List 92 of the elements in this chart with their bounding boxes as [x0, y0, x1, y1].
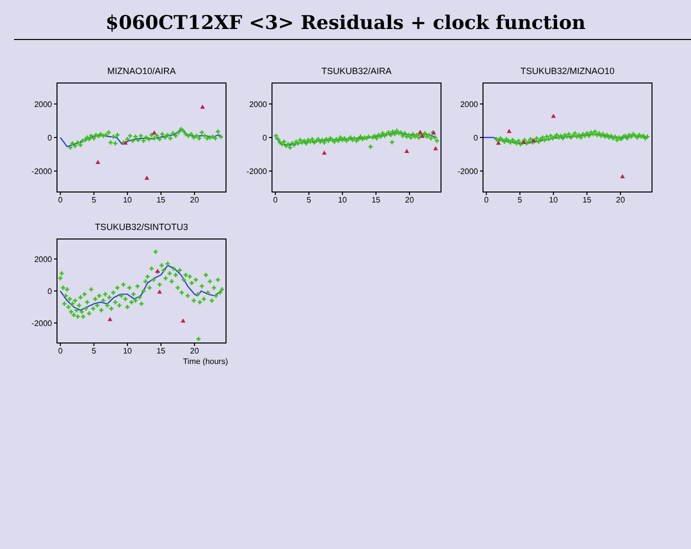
point — [125, 137, 130, 142]
x-axis-title: Time (hours) — [182, 357, 228, 366]
point — [144, 176, 150, 180]
point — [128, 134, 132, 138]
x-tick-label: 20 — [405, 196, 414, 205]
point — [96, 160, 100, 164]
point — [200, 130, 204, 135]
point — [174, 134, 178, 138]
text: $060CT12XF <3> Residuals + clock function — [104, 12, 587, 34]
point — [170, 131, 176, 136]
point — [138, 134, 143, 138]
point — [115, 132, 120, 138]
point — [166, 132, 170, 138]
x-tick-label: 20 — [190, 196, 200, 205]
point — [154, 134, 160, 138]
x-tick-label: 15 — [582, 196, 592, 205]
y-tick-label: -2000 — [246, 166, 268, 176]
point — [202, 134, 207, 138]
y-tick-label: -2000 — [32, 166, 53, 176]
x-tick-label: 0 — [58, 346, 64, 356]
point — [70, 141, 75, 146]
x-tick-label: 10 — [338, 196, 348, 205]
y-tick-label: 2000 — [34, 254, 53, 264]
point — [111, 134, 116, 139]
point — [194, 134, 199, 138]
point — [322, 150, 327, 155]
x-tick-label: 5 — [306, 196, 312, 205]
point — [76, 140, 80, 145]
point — [157, 137, 162, 142]
point — [192, 135, 196, 140]
x-tick-label: 5 — [92, 196, 97, 205]
point — [184, 132, 188, 136]
point — [89, 134, 94, 138]
point — [168, 136, 172, 140]
point — [152, 130, 157, 135]
point — [108, 317, 112, 322]
point — [213, 136, 218, 140]
y-tick-label: 2000 — [460, 100, 479, 109]
point — [197, 136, 202, 140]
point — [133, 134, 138, 139]
point — [106, 130, 111, 135]
x-tick-label: 15 — [156, 196, 166, 205]
point — [200, 104, 205, 109]
x-tick-label: 20 — [190, 346, 200, 356]
x-tick-label: 15 — [371, 196, 381, 205]
point — [98, 132, 103, 136]
point — [146, 137, 151, 142]
chart-title: TSUKUB32/AIRA — [320, 66, 393, 76]
x-tick-label: 10 — [122, 196, 132, 205]
point — [130, 138, 135, 143]
y-tick-label: -2000 — [32, 318, 53, 328]
y-tick-label: 0 — [474, 133, 479, 142]
point — [108, 140, 113, 145]
y-tick-label: 0 — [48, 286, 53, 296]
point — [418, 130, 423, 134]
point — [113, 141, 118, 146]
chart-title: MIZNAO10/AIRA — [106, 66, 177, 76]
point — [210, 134, 215, 139]
point — [92, 136, 96, 140]
point — [189, 132, 194, 136]
y-tick-label: 2000 — [249, 100, 268, 109]
point — [506, 128, 512, 134]
x-tick-label: 5 — [518, 196, 523, 205]
x-tick-label: 15 — [156, 346, 166, 356]
y-tick-label: 0 — [262, 133, 268, 142]
point — [141, 138, 146, 143]
point — [136, 138, 140, 142]
x-tick-label: 0 — [484, 196, 490, 205]
y-tick-label: 2000 — [34, 100, 53, 109]
point — [433, 146, 438, 150]
point — [68, 145, 73, 150]
point — [218, 134, 223, 139]
x-tick-label: 10 — [548, 196, 558, 205]
x-tick-label: 0 — [273, 196, 278, 205]
point — [152, 136, 156, 140]
point — [620, 174, 625, 178]
x-tick-label: 0 — [58, 196, 64, 205]
x-tick-label: 20 — [616, 196, 626, 205]
point — [551, 114, 556, 118]
point — [180, 318, 186, 323]
point — [216, 130, 220, 134]
point — [186, 134, 191, 138]
chart-title: TSUKUB32/SINTOTU3 — [94, 222, 190, 232]
point — [157, 290, 162, 294]
point — [72, 144, 78, 148]
y-tick-label: -2000 — [458, 166, 479, 176]
point — [160, 132, 164, 136]
x-tick-label: 10 — [122, 346, 132, 356]
chart-title: TSUKUB32/MIZNAO10 — [519, 66, 616, 76]
x-tick-label: 5 — [92, 346, 97, 356]
point — [404, 148, 410, 153]
y-tick-label: 0 — [48, 133, 53, 142]
